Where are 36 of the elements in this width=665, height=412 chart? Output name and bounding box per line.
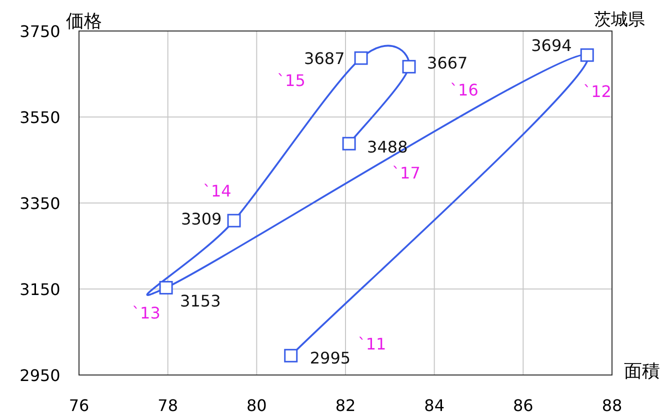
y-axis-title: 価格 <box>66 11 102 32</box>
y-tick-label: 3150 <box>20 280 60 299</box>
annotation: `17 <box>392 164 420 183</box>
annotation: `13 <box>132 304 160 323</box>
point <box>580 48 594 62</box>
y-tick-label: 3350 <box>20 194 60 213</box>
annotation: `12 <box>583 82 612 102</box>
annotation: `14 <box>203 182 232 201</box>
y-tick-label: 3550 <box>20 108 60 127</box>
data-label: 3694 <box>531 36 572 56</box>
point <box>402 60 416 74</box>
data-label: 3153 <box>180 292 221 311</box>
point <box>354 51 368 65</box>
y-tick-label: 2950 <box>20 366 60 385</box>
x-tick-label: 80 <box>246 396 267 412</box>
x-tick-label: 86 <box>512 396 534 412</box>
data-label: 2995 <box>310 348 351 368</box>
data-label: 3309 <box>181 210 222 229</box>
x-tick-label: 78 <box>158 396 178 412</box>
chart-title: 茨城県 <box>594 10 645 30</box>
x-tick-label: 84 <box>424 396 445 412</box>
x-tick-label: 76 <box>68 396 90 412</box>
data-label: 3687 <box>304 49 345 68</box>
point <box>284 348 298 362</box>
data-label: 3488 <box>367 138 408 157</box>
annotation: `11 <box>358 334 386 354</box>
x-tick-label: 88 <box>602 396 622 412</box>
x-axis-title: 面積 <box>624 361 660 382</box>
point <box>342 136 356 150</box>
point <box>159 280 173 294</box>
annotation: `16 <box>450 80 478 100</box>
y-tick-label: 3750 <box>20 22 60 41</box>
annotation: `15 <box>277 71 306 90</box>
x-tick-label: 82 <box>335 396 356 412</box>
data-label: 3667 <box>427 54 468 73</box>
point <box>227 214 241 228</box>
